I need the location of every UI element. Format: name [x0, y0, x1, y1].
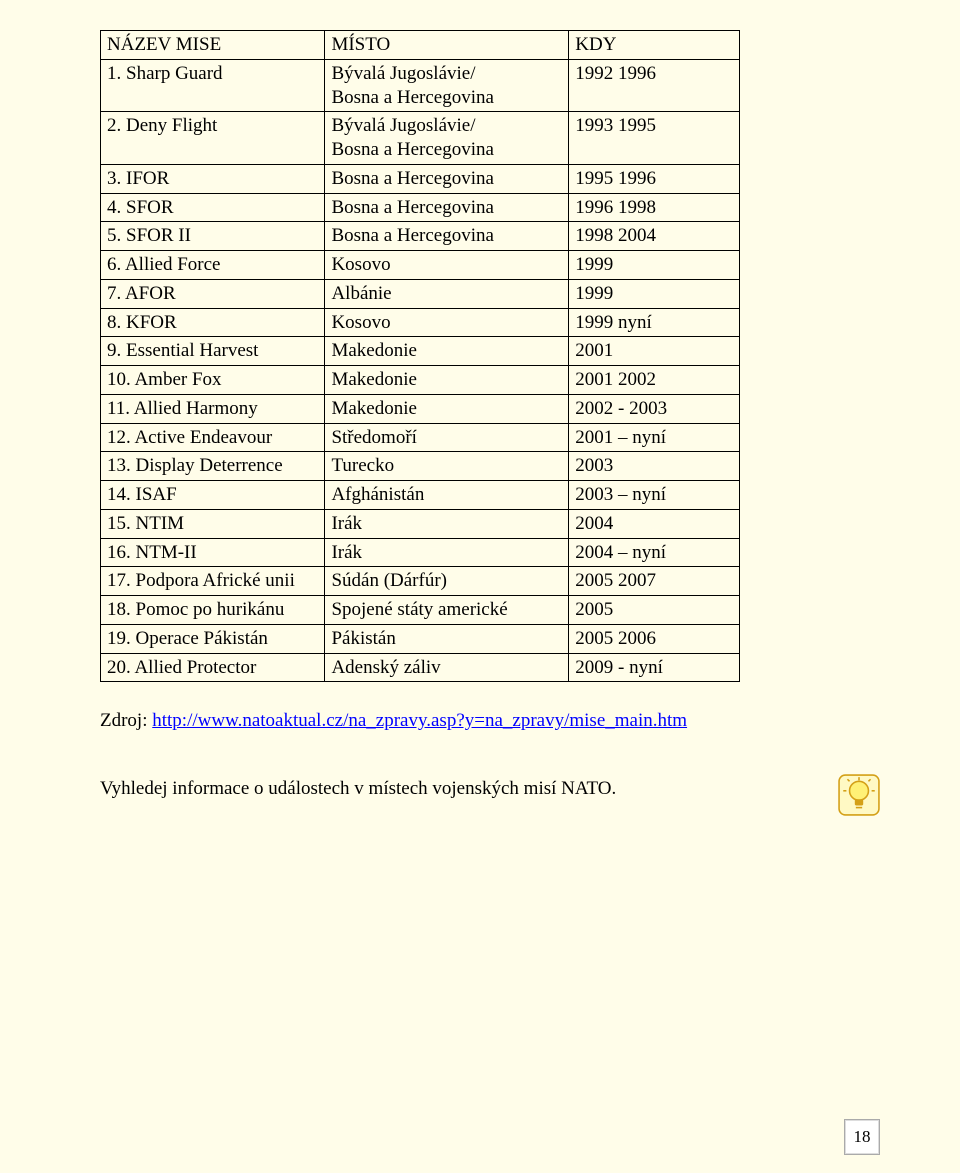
table-cell: Kosovo — [325, 251, 569, 280]
table-row: 12. Active EndeavourStředomoří2001 – nyn… — [101, 423, 740, 452]
table-cell: Afghánistán — [325, 481, 569, 510]
table-row: 5. SFOR IIBosna a Hercegovina1998 2004 — [101, 222, 740, 251]
table-cell: 11. Allied Harmony — [101, 394, 325, 423]
table-row: 10. Amber FoxMakedonie2001 2002 — [101, 366, 740, 395]
table-row: 3. IFORBosna a Hercegovina1995 1996 — [101, 164, 740, 193]
table-cell: 17. Podpora Africké unii — [101, 567, 325, 596]
table-cell: 15. NTIM — [101, 509, 325, 538]
page-number: 18 — [844, 1119, 880, 1155]
table-row: 16. NTM-IIIrák2004 – nyní — [101, 538, 740, 567]
table-cell: 2004 — [569, 509, 740, 538]
table-cell: 9. Essential Harvest — [101, 337, 325, 366]
table-cell: Súdán (Dárfúr) — [325, 567, 569, 596]
table-cell: 2. Deny Flight — [101, 112, 325, 165]
table-cell: 1999 — [569, 279, 740, 308]
table-cell: 2004 – nyní — [569, 538, 740, 567]
table-cell: 5. SFOR II — [101, 222, 325, 251]
table-cell: 14. ISAF — [101, 481, 325, 510]
table-cell: 2005 — [569, 596, 740, 625]
table-cell: 1992 1996 — [569, 59, 740, 112]
table-cell: 1998 2004 — [569, 222, 740, 251]
table-cell: 12. Active Endeavour — [101, 423, 325, 452]
table-cell: 2001 — [569, 337, 740, 366]
table-cell: Makedonie — [325, 394, 569, 423]
table-cell: 3. IFOR — [101, 164, 325, 193]
table-row: 13. Display DeterrenceTurecko2003 — [101, 452, 740, 481]
table-body: 1. Sharp GuardBývalá Jugoslávie/Bosna a … — [101, 59, 740, 682]
table-cell: Makedonie — [325, 337, 569, 366]
table-row: 9. Essential HarvestMakedonie2001 — [101, 337, 740, 366]
table-cell: Bývalá Jugoslávie/Bosna a Hercegovina — [325, 59, 569, 112]
source-line: Zdroj: http://www.natoaktual.cz/na_zprav… — [100, 710, 880, 732]
table-cell: Kosovo — [325, 308, 569, 337]
table-cell: 1996 1998 — [569, 193, 740, 222]
table-cell: 1999 — [569, 251, 740, 280]
table-row: 7. AFORAlbánie1999 — [101, 279, 740, 308]
table-cell: Irák — [325, 538, 569, 567]
table-row: 18. Pomoc po hurikánuSpojené státy ameri… — [101, 596, 740, 625]
table-cell: Spojené státy americké — [325, 596, 569, 625]
table-cell: 7. AFOR — [101, 279, 325, 308]
table-cell: Makedonie — [325, 366, 569, 395]
table-row: 15. NTIMIrák2004 — [101, 509, 740, 538]
table-cell: Středomoří — [325, 423, 569, 452]
table-cell: 1993 1995 — [569, 112, 740, 165]
table-cell: Irák — [325, 509, 569, 538]
table-cell: 8. KFOR — [101, 308, 325, 337]
table-cell: 2003 – nyní — [569, 481, 740, 510]
table-cell: 2005 2006 — [569, 624, 740, 653]
table-row: 17. Podpora Africké uniiSúdán (Dárfúr)20… — [101, 567, 740, 596]
table-row: 2. Deny FlightBývalá Jugoslávie/Bosna a … — [101, 112, 740, 165]
table-cell: 2009 - nyní — [569, 653, 740, 682]
table-cell: 2005 2007 — [569, 567, 740, 596]
col-header-place: MÍSTO — [325, 31, 569, 60]
table-cell: 1. Sharp Guard — [101, 59, 325, 112]
source-label: Zdroj: — [100, 710, 152, 731]
table-row: 14. ISAFAfghánistán2003 – nyní — [101, 481, 740, 510]
table-cell: 19. Operace Pákistán — [101, 624, 325, 653]
table-cell: Albánie — [325, 279, 569, 308]
table-row: 11. Allied HarmonyMakedonie2002 - 2003 — [101, 394, 740, 423]
table-cell: 18. Pomoc po hurikánu — [101, 596, 325, 625]
task-row: Vyhledej informace o událostech v místec… — [100, 778, 880, 816]
table-row: 4. SFORBosna a Hercegovina1996 1998 — [101, 193, 740, 222]
table-row: 19. Operace PákistánPákistán2005 2006 — [101, 624, 740, 653]
table-cell: 2001 – nyní — [569, 423, 740, 452]
table-cell: Bosna a Hercegovina — [325, 222, 569, 251]
table-row: 20. Allied ProtectorAdenský záliv2009 - … — [101, 653, 740, 682]
missions-table: NÁZEV MISE MÍSTO KDY 1. Sharp GuardBýval… — [100, 30, 740, 682]
table-cell: 1995 1996 — [569, 164, 740, 193]
table-cell: Bosna a Hercegovina — [325, 193, 569, 222]
table-row: 1. Sharp GuardBývalá Jugoslávie/Bosna a … — [101, 59, 740, 112]
table-header-row: NÁZEV MISE MÍSTO KDY — [101, 31, 740, 60]
table-cell: 4. SFOR — [101, 193, 325, 222]
table-cell: 2003 — [569, 452, 740, 481]
table-cell: 20. Allied Protector — [101, 653, 325, 682]
task-text: Vyhledej informace o událostech v místec… — [100, 778, 616, 800]
table-row: 6. Allied ForceKosovo1999 — [101, 251, 740, 280]
table-row: 8. KFORKosovo1999 nyní — [101, 308, 740, 337]
table-cell: Bývalá Jugoslávie/Bosna a Hercegovina — [325, 112, 569, 165]
col-header-name: NÁZEV MISE — [101, 31, 325, 60]
table-cell: 10. Amber Fox — [101, 366, 325, 395]
table-cell: Turecko — [325, 452, 569, 481]
table-cell: 16. NTM-II — [101, 538, 325, 567]
source-link[interactable]: http://www.natoaktual.cz/na_zpravy.asp?y… — [152, 710, 687, 731]
table-cell: 6. Allied Force — [101, 251, 325, 280]
table-cell: 2002 - 2003 — [569, 394, 740, 423]
page: NÁZEV MISE MÍSTO KDY 1. Sharp GuardBýval… — [0, 0, 960, 1173]
lightbulb-icon — [838, 774, 880, 816]
table-cell: 13. Display Deterrence — [101, 452, 325, 481]
table-cell: Adenský záliv — [325, 653, 569, 682]
table-cell: Bosna a Hercegovina — [325, 164, 569, 193]
table-cell: Pákistán — [325, 624, 569, 653]
table-cell: 2001 2002 — [569, 366, 740, 395]
table-cell: 1999 nyní — [569, 308, 740, 337]
col-header-when: KDY — [569, 31, 740, 60]
